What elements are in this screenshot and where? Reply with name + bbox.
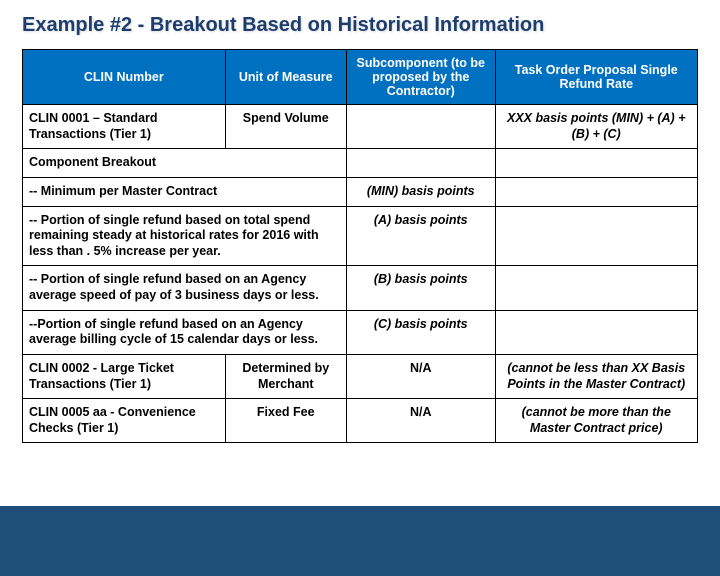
cell-subcomponent: (B) basis points bbox=[347, 266, 496, 310]
cell-subcomponent bbox=[347, 105, 496, 149]
table-row: -- Minimum per Master Contract(MIN) basi… bbox=[23, 177, 698, 206]
page-title: Example #2 - Breakout Based on Historica… bbox=[22, 14, 698, 37]
header-refund-rate: Task Order Proposal Single Refund Rate bbox=[495, 50, 698, 105]
cell-subcomponent bbox=[347, 149, 496, 178]
table-row: -- Portion of single refund based on an … bbox=[23, 266, 698, 310]
slide-content: Example #2 - Breakout Based on Historica… bbox=[0, 0, 720, 443]
table-body: CLIN 0001 – Standard Transactions (Tier … bbox=[23, 105, 698, 443]
cell-uom: Fixed Fee bbox=[225, 399, 347, 443]
cell-refund-rate: (cannot be more than the Master Contract… bbox=[495, 399, 698, 443]
cell-refund-rate bbox=[495, 206, 698, 266]
cell-refund-rate: (cannot be less than XX Basis Points in … bbox=[495, 354, 698, 398]
bottom-band bbox=[0, 506, 720, 576]
breakout-table: CLIN Number Unit of Measure Subcomponent… bbox=[22, 49, 698, 443]
cell-uom: Spend Volume bbox=[225, 105, 347, 149]
cell-refund-rate bbox=[495, 266, 698, 310]
cell-refund-rate bbox=[495, 310, 698, 354]
table-row: CLIN 0002 - Large Ticket Transactions (T… bbox=[23, 354, 698, 398]
cell-subcomponent: (MIN) basis points bbox=[347, 177, 496, 206]
table-row: --Portion of single refund based on an A… bbox=[23, 310, 698, 354]
header-uom: Unit of Measure bbox=[225, 50, 347, 105]
header-subcomponent: Subcomponent (to be proposed by the Cont… bbox=[347, 50, 496, 105]
table-header-row: CLIN Number Unit of Measure Subcomponent… bbox=[23, 50, 698, 105]
cell-clin: Component Breakout bbox=[23, 149, 347, 178]
cell-subcomponent: (A) basis points bbox=[347, 206, 496, 266]
cell-clin: CLIN 0001 – Standard Transactions (Tier … bbox=[23, 105, 226, 149]
cell-uom: Determined by Merchant bbox=[225, 354, 347, 398]
table-row: Component Breakout bbox=[23, 149, 698, 178]
cell-refund-rate: XXX basis points (MIN) + (A) + (B) + (C) bbox=[495, 105, 698, 149]
header-clin: CLIN Number bbox=[23, 50, 226, 105]
cell-clin: CLIN 0002 - Large Ticket Transactions (T… bbox=[23, 354, 226, 398]
cell-refund-rate bbox=[495, 149, 698, 178]
table-row: CLIN 0001 – Standard Transactions (Tier … bbox=[23, 105, 698, 149]
table-row: CLIN 0005 aa - Convenience Checks (Tier … bbox=[23, 399, 698, 443]
cell-clin: -- Minimum per Master Contract bbox=[23, 177, 347, 206]
cell-subcomponent: N/A bbox=[347, 354, 496, 398]
cell-clin: CLIN 0005 aa - Convenience Checks (Tier … bbox=[23, 399, 226, 443]
table-row: -- Portion of single refund based on tot… bbox=[23, 206, 698, 266]
cell-clin: --Portion of single refund based on an A… bbox=[23, 310, 347, 354]
cell-subcomponent: (C) basis points bbox=[347, 310, 496, 354]
cell-clin: -- Portion of single refund based on tot… bbox=[23, 206, 347, 266]
cell-refund-rate bbox=[495, 177, 698, 206]
cell-clin: -- Portion of single refund based on an … bbox=[23, 266, 347, 310]
cell-subcomponent: N/A bbox=[347, 399, 496, 443]
